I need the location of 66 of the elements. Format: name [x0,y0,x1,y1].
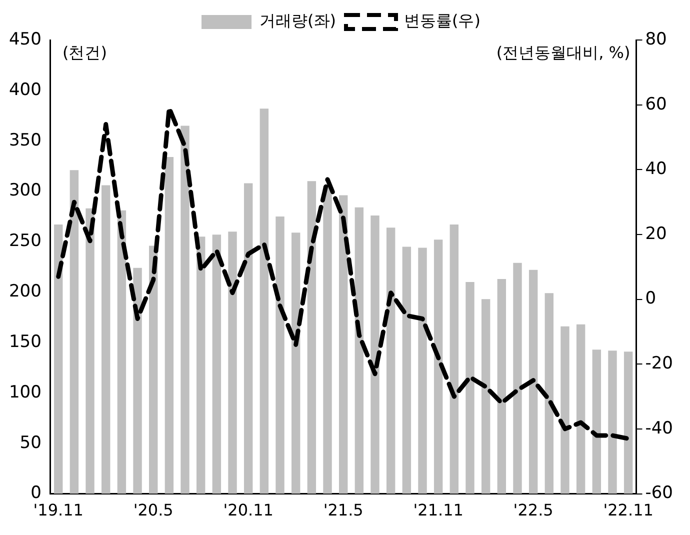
bar [592,350,602,494]
x-tick-label: '19.11 [33,500,84,520]
y2-tick-label: -20 [645,354,674,374]
y-tick-label: 0 [30,483,42,504]
x-tick-label: '22.5 [513,500,554,520]
bar [370,215,380,494]
bar [386,228,396,494]
y2-tick-label: 20 [645,224,667,244]
bar [450,224,459,494]
y-tick-label: 250 [8,231,42,252]
legend-label: 변동률(우) [404,11,480,30]
x-tick-label: '22.11 [603,500,654,520]
bar [338,195,348,494]
y-tick-label: 150 [8,332,42,352]
bar [117,210,126,494]
bar [560,326,570,494]
bar [528,270,538,494]
y2-tick-label: 40 [645,159,667,180]
bar [576,324,586,494]
y2-axis-title: (전년동월대비, %) [496,43,630,62]
y2-tick-label: -60 [645,483,674,504]
bar [149,246,158,494]
bar [180,126,190,494]
y-tick-label: 350 [8,130,42,150]
bar [402,246,412,494]
bar [164,156,174,494]
bar [212,234,222,494]
bar [513,262,522,494]
y-tick-label: 50 [20,432,42,453]
x-tick-label: '21.5 [323,500,364,520]
bar [307,181,316,494]
bar [196,236,206,494]
y2-tick-label: 60 [645,94,667,114]
y-axis-title: (천건) [62,43,107,62]
y-tick-label: 300 [8,180,42,201]
bar [102,185,110,494]
y-tick-label: 450 [8,29,42,50]
bar [418,248,427,494]
y-tick-label: 400 [8,80,42,100]
bar [466,282,474,494]
y2-tick-label: 80 [645,29,667,50]
x-tick-label: '20.5 [133,500,174,520]
bar [544,293,554,494]
y-tick-label: 100 [8,382,42,402]
legend-label: 거래량(좌) [260,11,336,30]
x-tick-label: '20.11 [223,500,274,520]
bar [54,224,63,494]
bar [86,208,94,494]
bar [434,240,443,494]
x-tick-label: '21.11 [413,500,464,520]
bar [608,350,617,494]
y2-tick-label: 0 [645,288,656,309]
bar [133,268,142,494]
y-tick-label: 200 [8,282,42,302]
y2-tick-label: -40 [645,418,674,438]
bar [228,232,237,494]
bar [276,216,284,494]
bar [497,279,506,494]
bar [323,186,332,494]
bar [291,232,300,494]
bar [624,352,633,494]
bar [354,207,364,494]
bar [244,183,253,494]
bar [70,170,79,494]
bar [481,299,490,494]
bar [260,108,269,494]
